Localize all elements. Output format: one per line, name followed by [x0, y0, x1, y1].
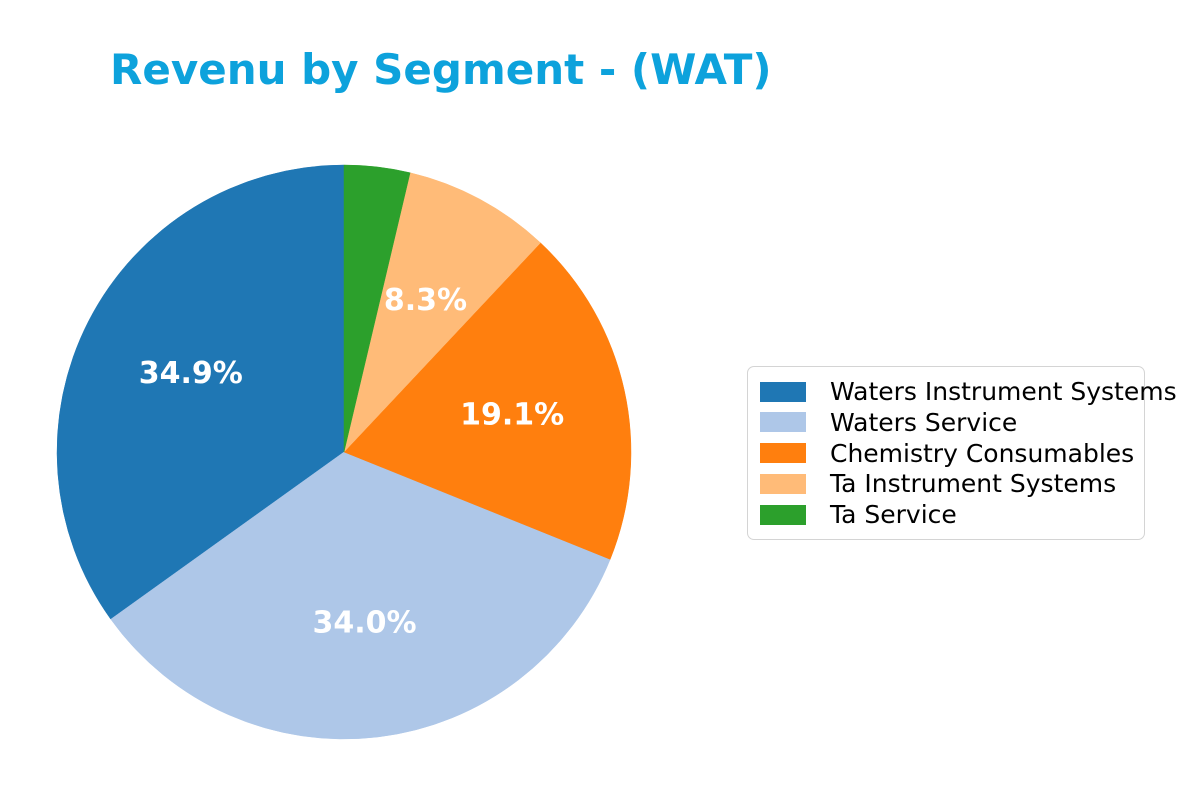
legend-swatch-icon	[760, 504, 806, 525]
legend-swatch-icon	[760, 473, 806, 494]
legend-item-waters-service: Waters Service	[760, 408, 1132, 437]
legend-swatch-icon	[760, 412, 806, 433]
legend: Waters Instrument Systems Waters Service C…	[747, 366, 1177, 540]
pie-percentage-label-ta-instrument-systems: 8.3%	[384, 283, 467, 318]
legend-item-waters-instrument-systems: Waters Instrument Systems	[760, 377, 1177, 406]
pie-slice-waters-instrument-systems	[56, 164, 345, 620]
pie-slice-chemistry-consumables	[343, 242, 632, 560]
legend-item-label: Waters Instrument Systems	[830, 377, 1177, 406]
legend-item-chemistry-consumables: Chemistry Consumables	[760, 438, 1135, 468]
legend-item-label: Ta Instrument Systems	[830, 469, 1117, 499]
legend-swatch-icon	[760, 381, 806, 402]
pie-slice-waters-service	[110, 451, 611, 740]
pie-slice-ta-service	[343, 164, 411, 453]
legend-item-label: Waters Service	[830, 407, 1018, 437]
legend-swatch-icon	[760, 443, 806, 463]
chart-title: Revenu by Segment - (WAT)	[110, 45, 772, 94]
pie-percentage-label-waters-service: 34.0%	[312, 606, 416, 641]
legend-item-ta-service: Ta Service	[760, 500, 1132, 529]
legend-item-ta-instrument-systems: Ta Instrument Systems	[760, 469, 1132, 498]
pie-percentage-label-chemistry-consumables: 19.1%	[460, 398, 564, 433]
legend-item-label: Chemistry Consumables	[830, 438, 1135, 468]
legend-item-label: Ta Service	[830, 500, 957, 529]
pie-slice-ta-instrument-systems	[343, 172, 541, 453]
pie-percentage-label-waters-instrument-systems: 34.9%	[139, 356, 243, 391]
